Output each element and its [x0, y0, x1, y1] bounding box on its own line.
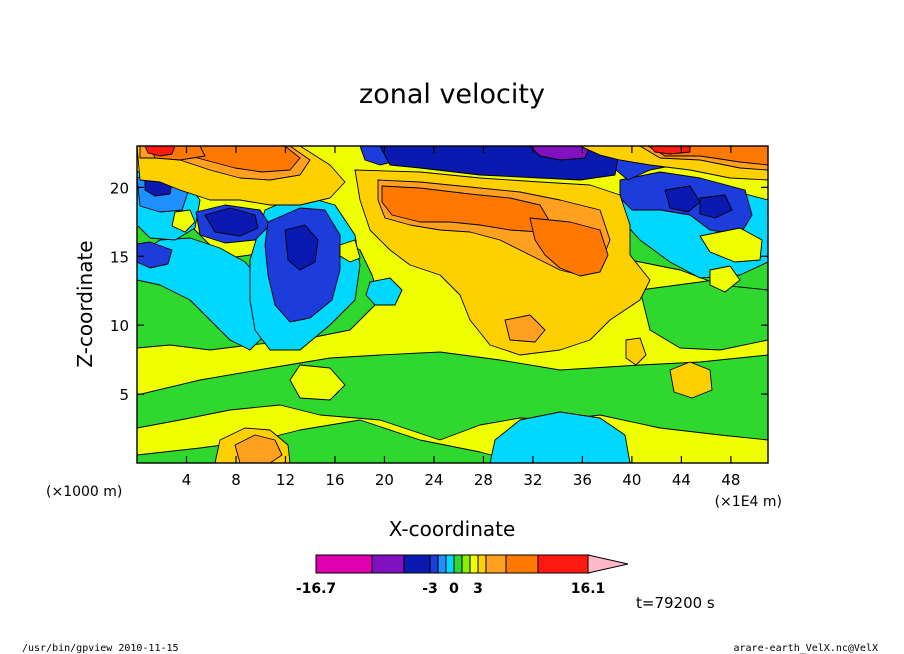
colorbar-label: 0: [449, 581, 459, 597]
x-tick-label: 36: [573, 471, 592, 489]
contour-region: [664, 185, 701, 213]
colorbar-labels: -16.7 -3 0 3 16.1: [296, 581, 605, 597]
x-axis-label: X-coordinate: [389, 517, 516, 541]
y-axis-ticks: 5 10 15 20: [110, 179, 768, 404]
x-tick-label: 12: [276, 471, 295, 489]
colorbar-segment: [371, 554, 405, 574]
colorbar-segment: [537, 554, 589, 574]
footer-left: /usr/bin/gpview 2010-11-15: [22, 643, 179, 654]
x-unit-right: (×1E4 m): [715, 494, 782, 510]
contour-region: [529, 217, 609, 277]
contour-region: [489, 411, 631, 463]
colorbar-segment: [445, 554, 455, 574]
contour-region: [144, 146, 176, 157]
contour-region: [649, 146, 691, 155]
plot-frame: [136, 145, 769, 464]
x-tick-label: 40: [622, 471, 641, 489]
x-tick-label: 24: [424, 471, 443, 489]
contour-region: [137, 241, 173, 269]
contour-region: [171, 209, 196, 233]
footer-right: arare-earth_VelX.nc@VelX: [734, 643, 879, 654]
colorbar-label: -3: [422, 581, 438, 597]
y-axis-label: Z-coordinate: [73, 240, 97, 367]
x-tick-label: 4: [182, 471, 192, 489]
contour-region: [234, 434, 283, 463]
chart-title: zonal velocity: [359, 79, 545, 110]
contour-fields: [137, 146, 768, 463]
plot-area: [137, 146, 768, 463]
colorbar-segment: [505, 554, 539, 574]
contour-region: [204, 207, 259, 237]
contour-region: [504, 314, 546, 343]
contour-region: [381, 185, 551, 233]
colorbar-segment: [453, 554, 463, 574]
x-tick-label: 20: [375, 471, 394, 489]
y-tick-label: 5: [119, 386, 129, 404]
contour-region: [137, 237, 271, 351]
colorbar-segment: [485, 554, 507, 574]
contour-region: [284, 224, 319, 271]
colorbar-segment: [469, 554, 479, 574]
contour-region: [365, 277, 403, 306]
x-tick-label: 32: [523, 471, 542, 489]
x-tick-label: 44: [672, 471, 691, 489]
colorbar-label: 16.1: [571, 581, 606, 597]
y-tick-label: 15: [110, 248, 129, 266]
y-tick-label: 10: [110, 317, 129, 335]
y-tick-label: 20: [110, 179, 129, 197]
x-tick-label: 16: [325, 471, 344, 489]
colorbar-segment: [437, 554, 447, 574]
contour-region: [709, 265, 741, 293]
time-label: t=79200 s: [636, 594, 715, 612]
colorbar-segment: [315, 554, 373, 574]
colorbar-extend-arrow: [587, 554, 629, 574]
colorbar-label: 3: [473, 581, 483, 597]
contour-region: [699, 227, 763, 263]
colorbar-segment: [477, 554, 487, 574]
x-tick-label: 8: [231, 471, 241, 489]
x-tick-label: 28: [474, 471, 493, 489]
contour-region: [669, 361, 713, 399]
colorbar-segment: [429, 554, 439, 574]
contour-region: [625, 337, 647, 366]
colorbar-segment: [461, 554, 471, 574]
contour-region: [529, 146, 591, 161]
contour-region: [339, 239, 361, 263]
colorbar: [315, 554, 629, 574]
contour-region: [699, 194, 733, 219]
contour-region: [289, 364, 346, 401]
colorbar-segment: [403, 554, 431, 574]
colorbar-label: -16.7: [296, 581, 336, 597]
x-unit-left: (×1000 m): [46, 484, 122, 500]
x-axis-ticks: 4 8 12 16 20 24 28 32 36 40 44 48: [182, 146, 740, 489]
x-tick-label: 48: [721, 471, 740, 489]
